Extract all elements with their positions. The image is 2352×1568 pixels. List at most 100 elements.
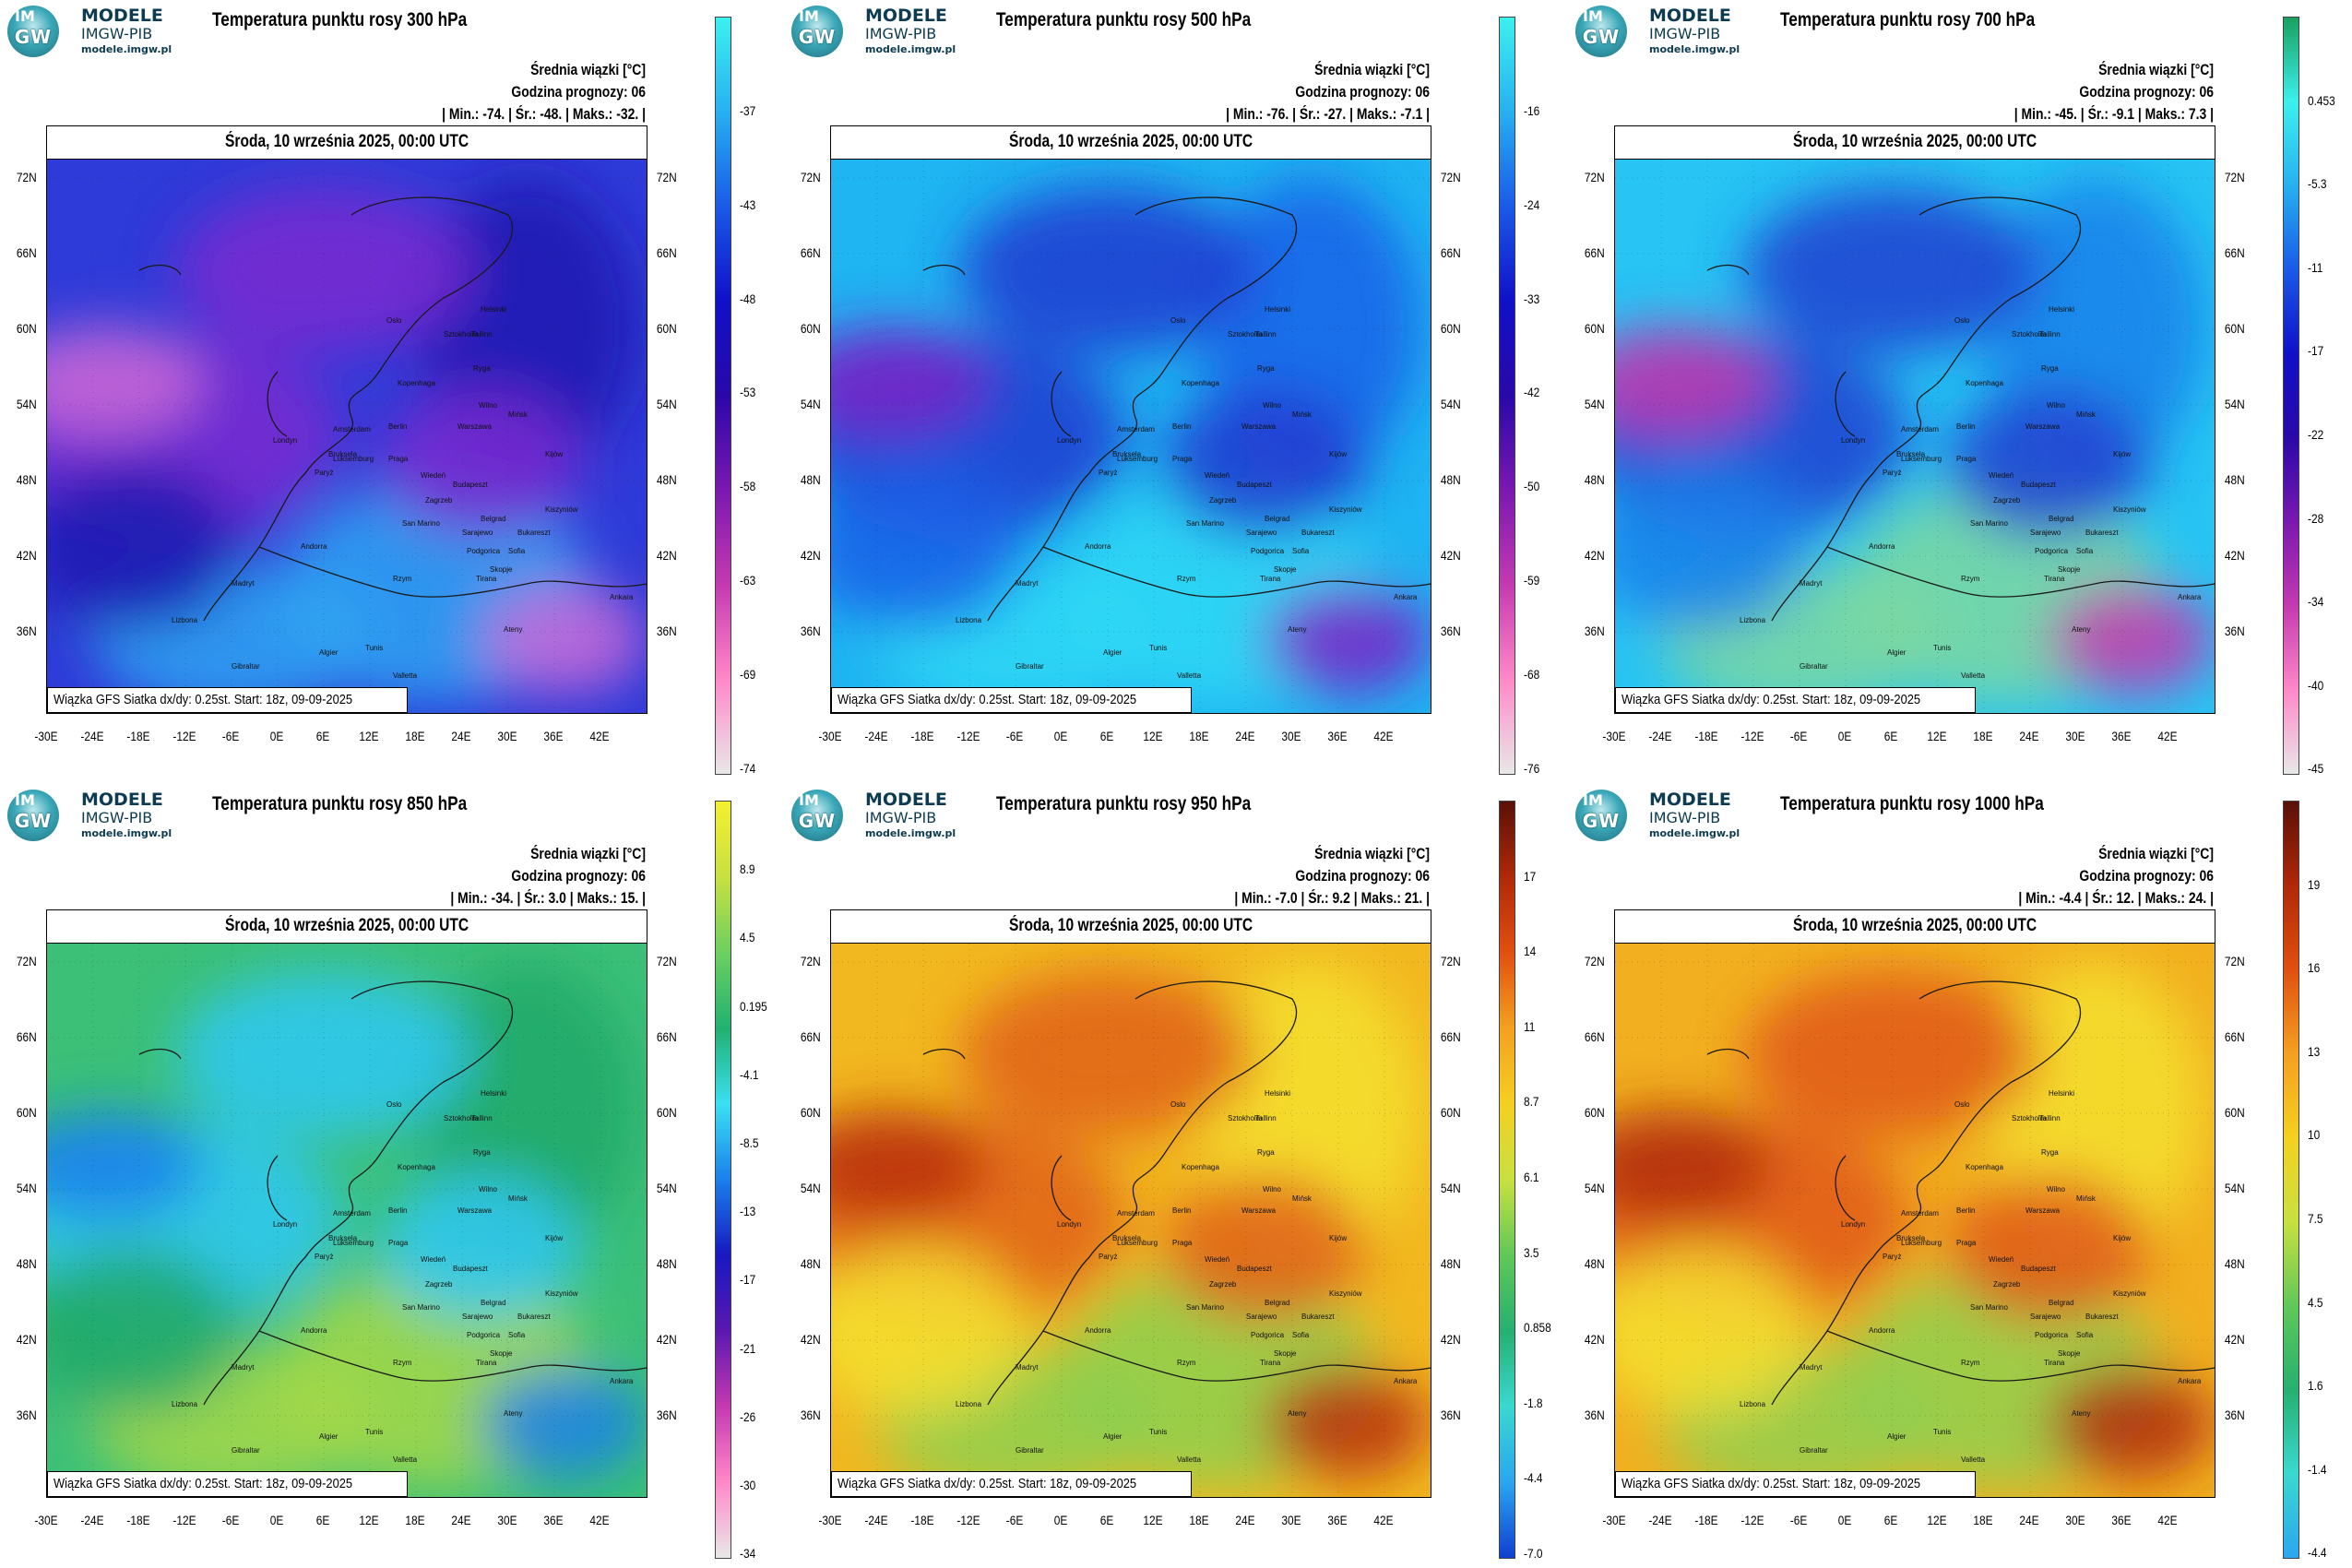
lat-label-right: 66N: [656, 245, 677, 260]
stats-line: | Min.: -76. | Śr.: -27. | Maks.: -7.1 |: [1226, 105, 1430, 123]
city-label: Ankara: [2178, 1377, 2202, 1385]
city-label: Lizbona: [172, 616, 198, 624]
city-label: Mińsk: [2076, 1194, 2096, 1203]
lat-label-right: 54N: [656, 397, 677, 411]
colorbar-label: 13: [2308, 1043, 2321, 1059]
city-label: Podgorica: [2035, 547, 2069, 555]
city-label: Paryż: [315, 1253, 334, 1261]
city-label: Tirana: [476, 575, 497, 583]
imgw-logo[interactable]: IM GW MODELE IMGW-PIB modele.imgw.pl: [7, 6, 172, 57]
city-label: San Marino: [1186, 1303, 1224, 1312]
lon-label: -30E: [1602, 729, 1626, 743]
imgw-logo[interactable]: IM GW MODELE IMGW-PIB modele.imgw.pl: [791, 6, 956, 57]
lon-label: -6E: [221, 1513, 240, 1527]
logo-line-3: modele.imgw.pl: [1649, 827, 1740, 839]
colorbar-label: -40: [2308, 677, 2324, 693]
lat-label-left: 48N: [1584, 472, 1605, 487]
city-label: Rzym: [1177, 575, 1196, 583]
lon-label: 24E: [1235, 1513, 1255, 1527]
lon-label: -30E: [34, 729, 58, 743]
lat-label-right: 54N: [2224, 1181, 2245, 1195]
forecast-map[interactable]: Oslo Helsinki Sztokholm Tallinn Ryga Wilno Kop…: [830, 159, 1431, 714]
lon-label: -12E: [172, 1513, 196, 1527]
city-label: Algier: [1103, 1432, 1123, 1441]
lon-label: 12E: [359, 1513, 379, 1527]
city-label: Tirana: [476, 1359, 497, 1367]
panel-title: Temperatura punktu rosy 850 hPa: [212, 793, 468, 814]
panel-title: Temperatura punktu rosy 300 hPa: [212, 9, 468, 30]
city-label: Algier: [1103, 648, 1123, 657]
field-region-7: [1615, 1248, 1809, 1414]
city-label: Andorra: [1085, 542, 1111, 551]
city-label: Madryt: [232, 1363, 255, 1372]
city-label: Budapeszt: [1237, 481, 1272, 489]
city-label: Lizbona: [172, 1400, 198, 1408]
lon-label: 12E: [359, 729, 379, 743]
city-label: Oslo: [1954, 316, 1970, 325]
lon-label: -6E: [1005, 729, 1024, 743]
logo-gw-text: GW: [1582, 26, 1621, 48]
colorbar: [1499, 801, 1515, 1559]
lat-label-right: 72N: [1440, 954, 1461, 968]
city-label: Kijów: [2113, 1234, 2132, 1242]
city-label: Budapeszt: [2021, 1265, 2056, 1273]
city-label: Kopenhaga: [1966, 1163, 2003, 1171]
colorbar-label: -13: [740, 1204, 756, 1219]
city-label: Tallinn: [2039, 330, 2061, 339]
date-bar: Środa, 10 września 2025, 00:00 UTC: [1614, 125, 2215, 160]
lat-label-left: 72N: [800, 954, 821, 968]
lat-label-right: 48N: [1440, 1256, 1461, 1271]
imgw-logo[interactable]: IM GW MODELE IMGW-PIB modele.imgw.pl: [1575, 790, 1740, 841]
lat-label-left: 42N: [1584, 1332, 1605, 1347]
city-label: Bruksela: [1112, 1234, 1142, 1242]
city-label: Zagrzeb: [425, 1280, 453, 1289]
forecast-map[interactable]: Oslo Helsinki Sztokholm Tallinn Ryga Wilno Kop…: [46, 159, 647, 714]
city-label: Oslo: [386, 316, 402, 325]
logo-gw-text: GW: [14, 810, 53, 832]
forecast-map[interactable]: Oslo Helsinki Sztokholm Tallinn Ryga Wilno Kop…: [830, 943, 1431, 1498]
city-label: Oslo: [1170, 1100, 1186, 1109]
lon-label: 30E: [497, 1513, 517, 1527]
colorbar-label: -17: [2308, 343, 2324, 359]
colorbar-label: -34: [2308, 594, 2324, 610]
logo-line-1: MODELE: [1649, 6, 1731, 26]
city-label: Amsterdam: [333, 425, 371, 434]
imgw-globe-icon: IM GW: [1575, 790, 1627, 841]
imgw-logo[interactable]: IM GW MODELE IMGW-PIB modele.imgw.pl: [791, 790, 956, 841]
forecast-map[interactable]: Oslo Helsinki Sztokholm Tallinn Ryga Wilno Kop…: [46, 943, 647, 1498]
panel-title: Temperatura punktu rosy 1000 hPa: [1780, 793, 2044, 814]
lat-label-right: 42N: [2224, 1332, 2245, 1347]
lat-label-left: 36N: [800, 1408, 821, 1422]
lon-label: 24E: [451, 729, 471, 743]
city-label: Lizbona: [1740, 1400, 1766, 1408]
city-label: San Marino: [402, 1303, 440, 1312]
forecast-map[interactable]: Oslo Helsinki Sztokholm Tallinn Ryga Wilno Kop…: [1614, 159, 2215, 714]
lat-label-left: 60N: [1584, 321, 1605, 336]
city-label: Sztokholm: [1228, 330, 1263, 339]
city-label: Sarajewo: [462, 529, 493, 537]
colorbar-label: -74: [740, 760, 756, 776]
lat-label-right: 66N: [1440, 245, 1461, 260]
city-label: Andorra: [1085, 1326, 1111, 1335]
city-label: Ateny: [1288, 625, 1307, 634]
city-label: Ankara: [1394, 1377, 1418, 1385]
city-label: Tunis: [1933, 1428, 1952, 1436]
colorbar-label: 8.7: [1524, 1094, 1539, 1110]
city-label: Rzym: [393, 575, 412, 583]
imgw-logo[interactable]: IM GW MODELE IMGW-PIB modele.imgw.pl: [7, 790, 172, 841]
lon-label: -30E: [1602, 1513, 1626, 1527]
date-text: Środa, 10 września 2025, 00:00 UTC: [1792, 916, 2037, 935]
lat-label-right: 60N: [1440, 321, 1461, 336]
city-label: Mińsk: [2076, 410, 2096, 419]
colorbar-label: -1.8: [1524, 1395, 1543, 1410]
city-label: Bruksela: [328, 1234, 358, 1242]
lon-label: -30E: [818, 729, 842, 743]
imgw-logo[interactable]: IM GW MODELE IMGW-PIB modele.imgw.pl: [1575, 6, 1740, 57]
city-label: Amsterdam: [1901, 1209, 1939, 1218]
lat-label-left: 72N: [800, 170, 821, 184]
city-label: Algier: [319, 648, 339, 657]
lat-label-left: 66N: [1584, 1029, 1605, 1044]
field-region-8: [379, 1174, 582, 1322]
city-label: Londyn: [1841, 1220, 1866, 1229]
forecast-map[interactable]: Oslo Helsinki Sztokholm Tallinn Ryga Wilno Kop…: [1614, 943, 2215, 1498]
